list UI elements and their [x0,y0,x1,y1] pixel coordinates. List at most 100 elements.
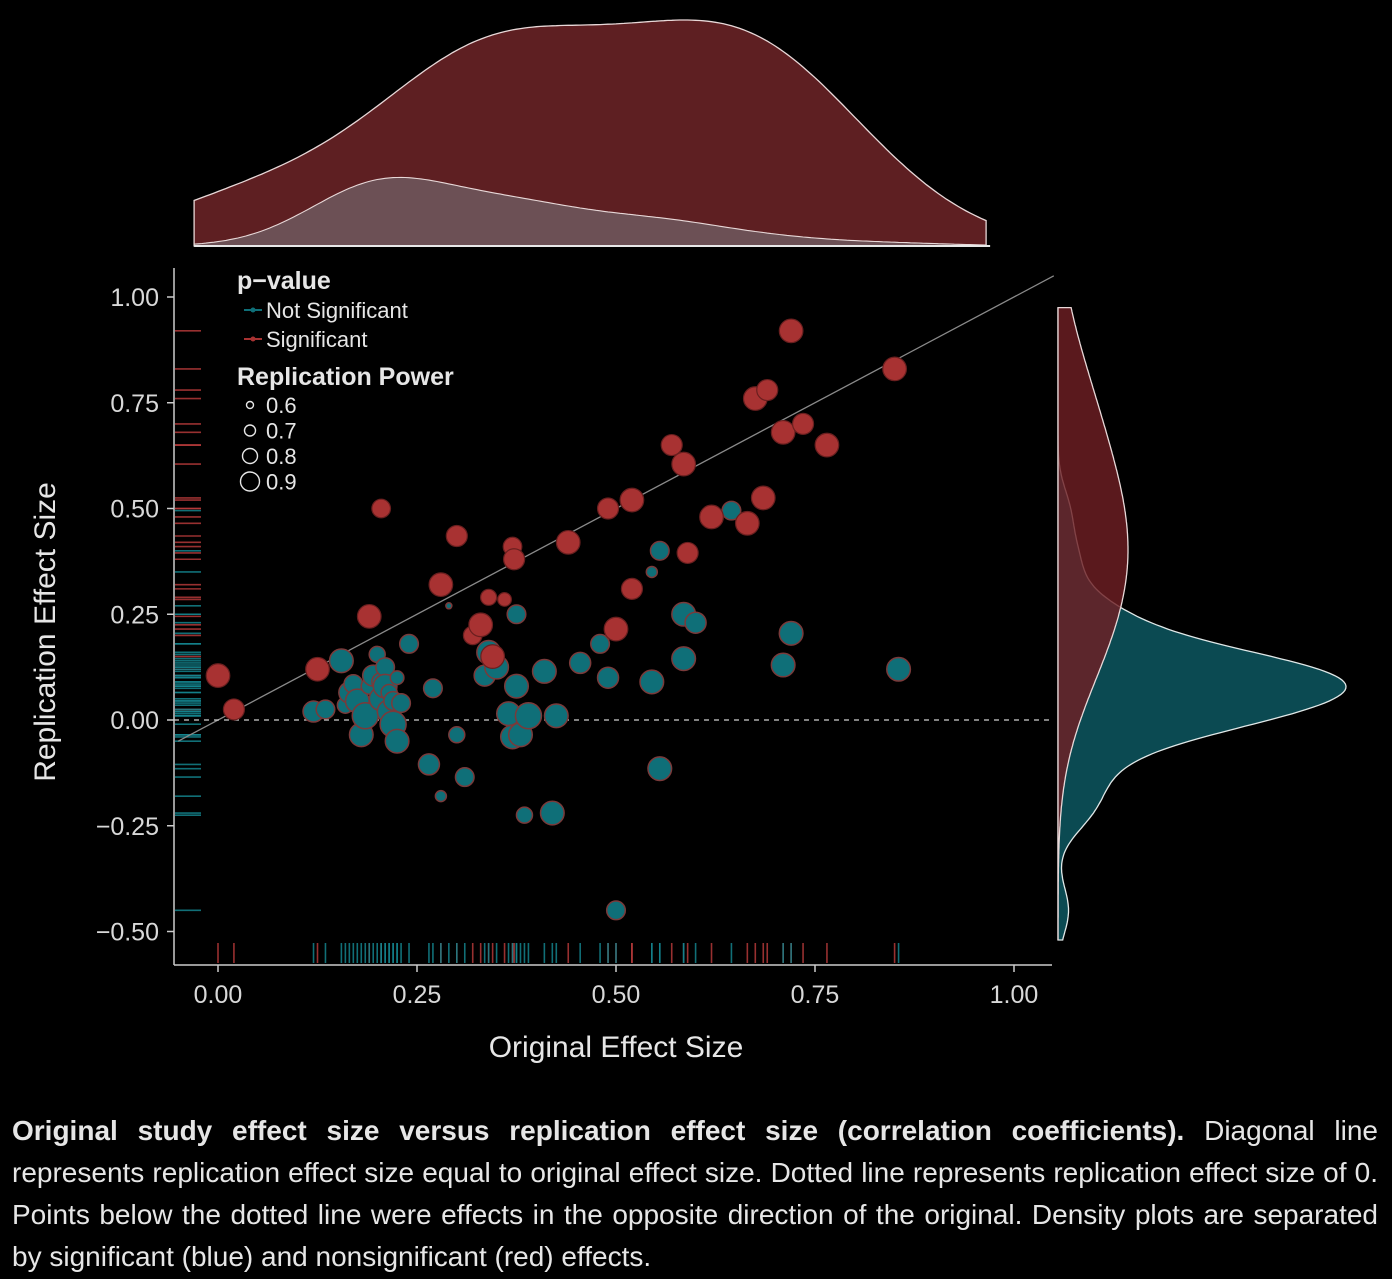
point-not-significant [454,767,475,788]
legend-size-label: 0.9 [266,470,297,495]
point-not-significant [506,604,527,625]
y-tick-label: 0.50 [110,496,159,524]
point-significant [750,485,776,511]
legend-size-circle [239,471,261,492]
point-significant [814,432,840,458]
point-not-significant [514,702,543,730]
point-significant [305,656,330,682]
point-significant [734,510,760,536]
data-points [205,318,912,921]
point-not-significant [417,753,441,776]
y-tick-label: 0.25 [110,601,159,629]
x-axis-label: Original Effect Size [489,1031,744,1064]
rug-marks [175,330,900,963]
point-significant [503,548,526,571]
top-density-not-significant [193,176,987,247]
y-tick-label: 0.00 [110,707,159,735]
legend-color-label: Not Significant [266,298,408,323]
point-significant [882,356,907,382]
point-significant [619,487,645,513]
axes: 1.00 0.75 0.50 0.25 0.00 −0.25 −0.50 0.00 0.25 0.… [96,268,1052,1009]
point-not-significant [770,652,796,678]
point-significant [445,524,468,548]
point-significant [205,663,231,688]
legend-size-circle [243,424,257,437]
point-significant [468,612,494,638]
legend-size-circle [245,400,255,410]
legend: p−value Not Significant Significant Replica… [237,267,454,495]
scatter-chart: 1.00 0.75 0.50 0.25 0.00 −0.25 −0.50 0.00 0.25 0.… [29,19,1347,1064]
y-tick-label: 1.00 [110,284,159,312]
point-significant [791,412,815,435]
legend-size-label: 0.8 [266,444,297,469]
point-not-significant [315,699,336,720]
point-not-significant [445,602,453,610]
point-significant [480,588,498,606]
legend-size-label: 0.6 [266,393,297,418]
point-not-significant [384,728,410,754]
legend-color-dot [250,336,256,342]
y-tick-label: −0.50 [96,919,159,947]
point-significant [497,592,512,607]
point-not-significant [503,673,530,699]
point-significant [222,698,246,721]
point-not-significant [639,669,665,695]
right-density-plot [1057,306,1347,941]
x-tick-label: 0.50 [592,981,641,1009]
point-not-significant [684,611,707,634]
point-not-significant [398,633,420,654]
legend-size-title: Replication Power [237,363,454,391]
point-not-significant [671,646,697,672]
point-not-significant [886,656,912,682]
point-significant [756,378,779,402]
point-not-significant [328,648,354,674]
point-not-significant [389,670,405,686]
point-significant [596,497,620,520]
point-significant [480,644,506,669]
x-tick-label: 0.00 [194,981,243,1009]
point-significant [699,504,724,530]
point-significant [428,572,454,598]
point-not-significant [422,678,443,699]
point-not-significant [434,789,448,803]
point-significant [603,616,629,642]
point-significant [676,541,699,565]
point-not-significant [568,651,592,675]
point-not-significant [605,900,627,921]
point-significant [778,318,804,344]
legend-size-circle [241,447,259,465]
point-not-significant [448,726,466,744]
y-tick-label: 0.75 [110,390,159,418]
legend-size-label: 0.7 [266,419,297,444]
point-significant [671,451,697,477]
point-not-significant [391,693,412,714]
x-tick-label: 0.25 [393,981,442,1009]
y-tick-label: −0.25 [96,813,159,841]
point-significant [620,577,644,600]
point-not-significant [645,565,659,579]
point-not-significant [539,800,565,826]
point-not-significant [590,633,611,654]
point-not-significant [531,658,557,684]
right-density-significant [1057,306,1129,940]
x-tick-label: 1.00 [990,981,1039,1009]
point-not-significant [647,756,673,782]
figure-caption: Original study effect size versus replic… [12,1110,1378,1278]
legend-color-label: Significant [266,327,368,352]
point-significant [555,529,581,555]
x-tick-label: 0.75 [791,981,840,1009]
point-not-significant [649,540,670,561]
caption-text: Diagonal line represents replication eff… [12,1115,1378,1272]
point-significant [770,419,796,445]
point-not-significant [543,703,569,729]
caption-title: Original study effect size versus replic… [12,1115,1185,1146]
y-axis-label: Replication Effect Size [29,482,62,782]
top-density-plot [193,19,991,247]
point-significant [371,498,392,519]
point-not-significant [596,666,620,689]
point-significant [660,433,683,457]
point-not-significant [778,620,804,646]
point-significant [356,603,382,629]
point-not-significant [515,806,534,824]
legend-color-dot [250,307,256,313]
